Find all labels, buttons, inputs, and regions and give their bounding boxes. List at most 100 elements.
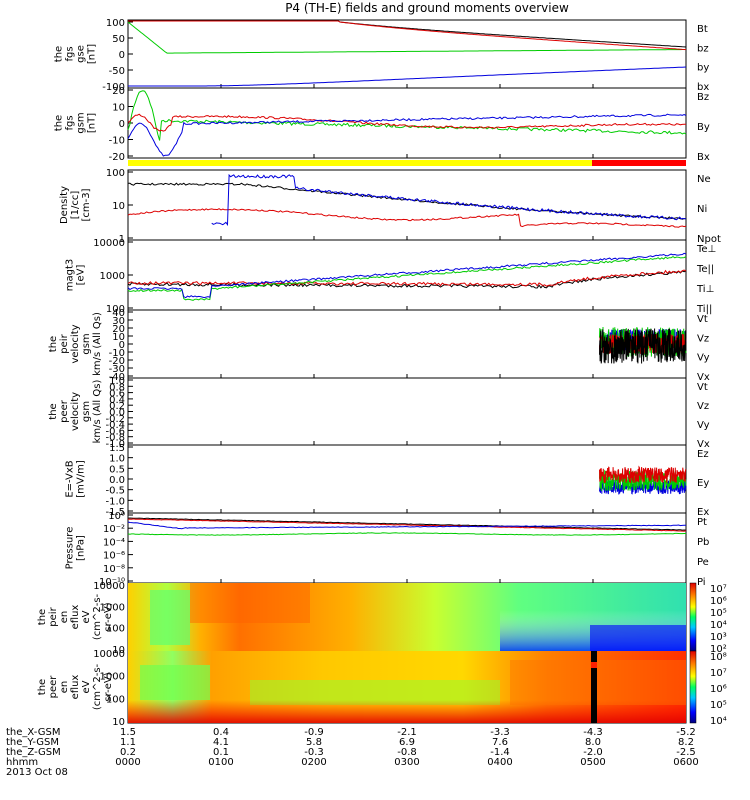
xaxis-value: -1.4 xyxy=(490,747,510,758)
y-axis-label: the xyxy=(48,403,59,419)
legend-Ti||: Ti|| xyxy=(696,304,712,315)
y-axis-label: [nT] xyxy=(87,44,98,64)
colorbar-label: 10⁴ xyxy=(710,716,727,727)
y-tick-label: 10 xyxy=(112,103,125,114)
y-axis-label: magt3 xyxy=(65,259,76,292)
y-tick-label: 10 xyxy=(112,717,125,728)
xaxis-row-label: the_X-GSM xyxy=(6,727,60,738)
y-tick-label: 100 xyxy=(106,18,125,29)
y-axis-label: E=-VxB xyxy=(65,460,76,497)
xaxis-value: 4.1 xyxy=(213,737,229,748)
colorbar-label: 10⁵ xyxy=(710,700,727,711)
y-axis-label: en xyxy=(59,681,70,694)
y-tick-label: -0.8 xyxy=(105,433,125,444)
legend-Vx: Vx xyxy=(697,372,710,383)
colorbar-label: 10⁶ xyxy=(710,684,727,695)
colorbar-label: 10⁷ xyxy=(710,668,727,679)
y-tick-label: 0.2 xyxy=(109,401,125,412)
xaxis-value: 5.8 xyxy=(306,737,322,748)
y-tick-label: 30 xyxy=(112,316,125,327)
y-axis-label: [cm-3] xyxy=(81,188,92,221)
y-axis-label: Density xyxy=(59,186,70,224)
xaxis-value: 8.0 xyxy=(585,737,601,748)
legend-Ti⊥: Ti⊥ xyxy=(696,284,714,295)
y-tick-label: -20 xyxy=(109,152,125,163)
y-tick-label: 10 xyxy=(112,645,125,656)
legend-Pt: Pt xyxy=(697,517,707,528)
y-tick-label: 100 xyxy=(106,304,125,315)
series-Te-par xyxy=(127,270,687,289)
y-tick-label: 0.0 xyxy=(109,408,125,419)
y-tick-label: 100 xyxy=(106,624,125,635)
y-tick-label: -0.5 xyxy=(105,486,125,497)
y-tick-label: 1000 xyxy=(100,271,125,282)
series-Bz xyxy=(127,113,686,132)
legend-Ni: Ni xyxy=(697,204,707,215)
y-tick-label: -0.2 xyxy=(105,414,125,425)
series-Te-perp xyxy=(127,269,687,287)
xaxis-value: 0.1 xyxy=(213,747,229,758)
series-Pi xyxy=(127,521,687,530)
y-tick-label: 1.5 xyxy=(109,443,125,454)
y-tick-label: 20 xyxy=(112,324,125,335)
y-tick-label: -10 xyxy=(109,136,125,147)
xaxis-value: -2.5 xyxy=(676,747,696,758)
legend-Te||: Te|| xyxy=(696,264,714,275)
y-axis-label: gsm xyxy=(81,401,92,422)
y-axis-label: [nPa] xyxy=(76,535,87,561)
y-axis-label: km/s (All Qs) xyxy=(92,312,103,376)
y-axis-label: Pressure xyxy=(65,527,76,570)
peir-spectrogram xyxy=(128,583,686,651)
y-axis-label: en xyxy=(59,611,70,624)
xaxis-value: -0.8 xyxy=(397,747,417,758)
y-tick-label: 10000 xyxy=(93,238,125,249)
panel-peer_vel: 1.00.80.60.40.20.0-0.2-0.4-0.6-0.8-1.0 th… xyxy=(48,376,710,450)
xaxis-row-label: the_Y-GSM xyxy=(6,737,59,748)
panel-temp: 10000 1000 100 magt3 [eV] Te⊥ Te|| Ti⊥ Ti|| xyxy=(65,238,717,315)
legend-by: by xyxy=(697,63,709,74)
xaxis-row-label: the_Z-GSM xyxy=(6,747,61,758)
y-tick-label: 10⁻⁸ xyxy=(103,564,125,575)
y-tick-label: 0.6 xyxy=(109,389,125,400)
y-tick-label: 1000 xyxy=(100,672,125,683)
y-axis-label: sr-eV) xyxy=(103,602,114,631)
peir-colorbar xyxy=(689,582,697,652)
y-axis-label: peer xyxy=(48,675,59,699)
xaxis-value: 0.2 xyxy=(120,747,136,758)
y-axis-label: peir xyxy=(59,333,70,353)
y-tick-label: 1.0 xyxy=(109,376,125,387)
y-axis-label: [1/cc] xyxy=(70,191,81,220)
legend-Vt: Vt xyxy=(697,314,708,325)
y-axis-label: eflux xyxy=(70,675,81,700)
y-tick-label: 0.0 xyxy=(109,475,125,486)
y-axis-label: peir xyxy=(48,606,59,626)
y-axis-label: gsm xyxy=(76,112,87,133)
y-axis-label: the xyxy=(54,46,65,62)
series-Ti-par xyxy=(127,256,687,301)
legend-Bx: Bx xyxy=(697,152,710,163)
y-tick-label: 10 xyxy=(112,201,125,212)
xaxis-row-label: hhmm xyxy=(6,757,38,768)
y-tick-label: -30 xyxy=(109,364,125,375)
series-bx xyxy=(128,66,687,87)
y-tick-label: -50 xyxy=(109,66,125,77)
y-tick-label: 10000 xyxy=(93,581,125,592)
xaxis-value: 0100 xyxy=(208,757,233,768)
y-tick-label: 1.0 xyxy=(109,454,125,465)
colorbar-label: 10³ xyxy=(710,632,727,643)
y-tick-label: 40 xyxy=(112,308,125,319)
xaxis-value: 6.9 xyxy=(399,737,415,748)
peer-colorbar xyxy=(689,650,697,724)
legend-Pe: Pe xyxy=(697,557,709,568)
colorbar-label: 10⁵ xyxy=(710,608,727,619)
xaxis-value: 1.1 xyxy=(120,737,136,748)
series-Pe xyxy=(127,532,686,536)
y-tick-label: 1000 xyxy=(100,602,125,613)
legend-Npot: Npot xyxy=(697,234,721,245)
xaxis-value: -3.3 xyxy=(490,727,510,738)
y-tick-label: 10⁻² xyxy=(103,524,125,535)
date-label: 2013 Oct 08 xyxy=(6,767,68,778)
y-tick-label: 0 xyxy=(119,340,125,351)
series-ef-2 xyxy=(599,465,687,484)
y-tick-label: 10000 xyxy=(93,649,125,660)
